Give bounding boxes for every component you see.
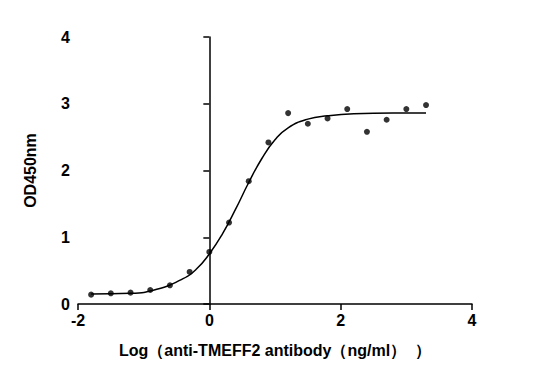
svg-text:4: 4 [61, 29, 70, 46]
svg-text:0: 0 [205, 312, 214, 329]
svg-text:OD450nm: OD450nm [22, 133, 39, 208]
svg-text:2: 2 [336, 312, 345, 329]
svg-text:Log（anti-TMEFF2 antibody（ng/ml: Log（anti-TMEFF2 antibody（ng/ml） ） [119, 342, 431, 360]
svg-text:3: 3 [61, 95, 70, 112]
svg-text:4: 4 [468, 312, 477, 329]
svg-text:-2: -2 [71, 312, 85, 329]
svg-text:2: 2 [61, 162, 70, 179]
svg-text:1: 1 [61, 229, 70, 246]
svg-text:0: 0 [61, 296, 70, 313]
